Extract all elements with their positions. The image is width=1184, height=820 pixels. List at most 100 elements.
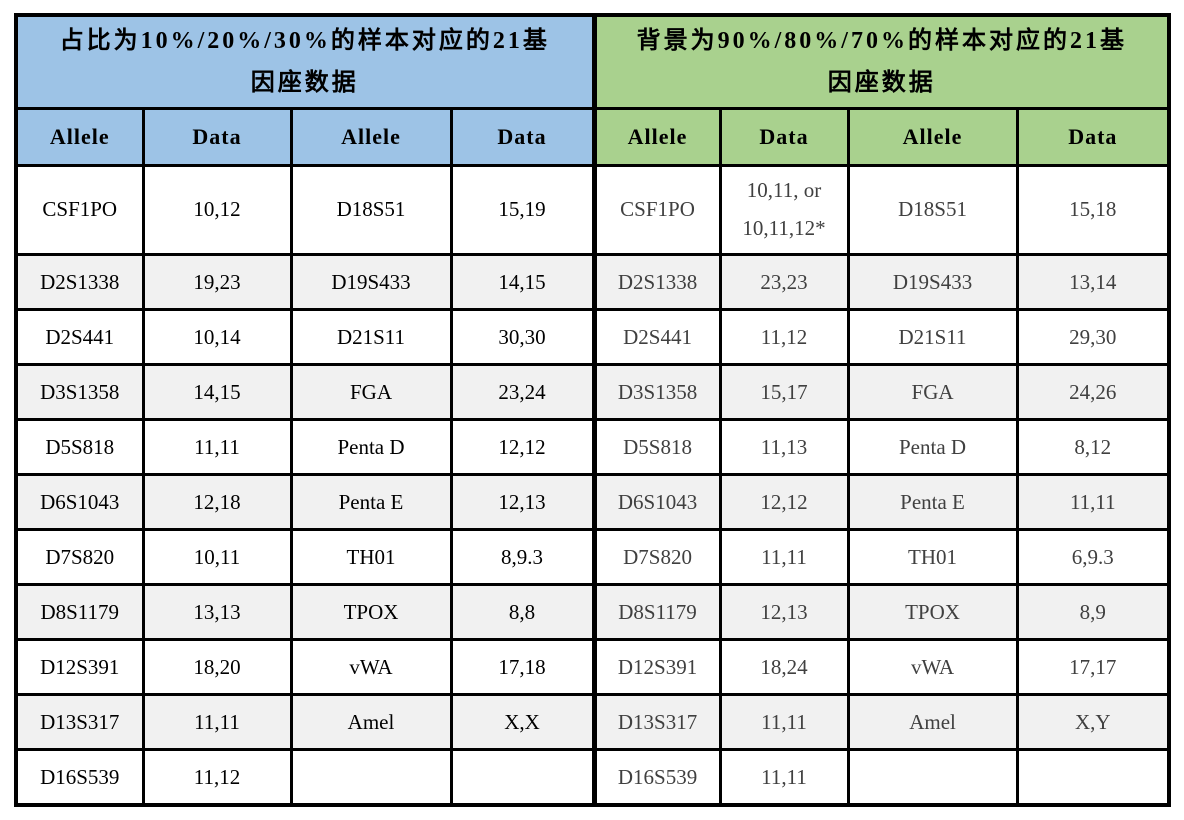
data-cell: 11,11 xyxy=(141,418,293,476)
data-cell: 12,12 xyxy=(449,418,596,476)
data-cell: 8,12 xyxy=(1015,418,1171,476)
allele-cell: D16S539 xyxy=(14,748,145,807)
allele-cell: TH01 xyxy=(846,528,1019,586)
data-cell: 8,9.3 xyxy=(449,528,596,586)
allele-cell: TPOX xyxy=(289,583,453,641)
data-cell: 12,13 xyxy=(449,473,596,531)
data-cell: 10,11, or 10,11,12* xyxy=(718,164,850,256)
data-cell: 17,18 xyxy=(449,638,596,696)
allele-cell: D21S11 xyxy=(846,308,1019,366)
data-cell: 14,15 xyxy=(449,253,596,311)
data-cell: 15,17 xyxy=(718,363,850,421)
data-cell: 18,24 xyxy=(718,638,850,696)
allele-cell: D19S433 xyxy=(846,253,1019,311)
allele-cell: D7S820 xyxy=(591,528,722,586)
data-cell: 23,23 xyxy=(718,253,850,311)
allele-cell: Penta E xyxy=(289,473,453,531)
table-row: D12S391 18,20 vWA 17,18 D12S391 18,24 vW… xyxy=(14,638,1171,696)
table-row: D6S1043 12,18 Penta E 12,13 D6S1043 12,1… xyxy=(14,473,1171,531)
allele-cell: vWA xyxy=(846,638,1019,696)
allele-cell: D6S1043 xyxy=(14,473,145,531)
right-section-title: 背景为90%/80%/70%的样本对应的21基 因座数据 xyxy=(591,13,1171,110)
data-cell: 29,30 xyxy=(1015,308,1171,366)
allele-cell: Amel xyxy=(846,693,1019,751)
allele-cell: vWA xyxy=(289,638,453,696)
allele-cell: D18S51 xyxy=(289,164,453,256)
data-cell: 14,15 xyxy=(141,363,293,421)
data-cell: 11,12 xyxy=(718,308,850,366)
allele-cell: D16S539 xyxy=(591,748,722,807)
data-cell: 11,12 xyxy=(141,748,293,807)
allele-cell: D18S51 xyxy=(846,164,1019,256)
data-cell: 8,9 xyxy=(1015,583,1171,641)
column-header-data: Data xyxy=(449,107,596,167)
column-header-data: Data xyxy=(141,107,293,167)
allele-cell: D3S1358 xyxy=(14,363,145,421)
data-cell: 11,11 xyxy=(718,748,850,807)
data-cell: 19,23 xyxy=(141,253,293,311)
data-cell: 11,11 xyxy=(141,693,293,751)
data-cell: 11,11 xyxy=(1015,473,1171,531)
data-cell: X,X xyxy=(449,693,596,751)
column-header-allele: Allele xyxy=(289,107,453,167)
table-row: D7S820 10,11 TH01 8,9.3 D7S820 11,11 TH0… xyxy=(14,528,1171,586)
data-cell: X,Y xyxy=(1015,693,1171,751)
column-header-allele: Allele xyxy=(591,107,722,167)
allele-cell: D8S1179 xyxy=(14,583,145,641)
table-row: D8S1179 13,13 TPOX 8,8 D8S1179 12,13 TPO… xyxy=(14,583,1171,641)
allele-cell: D12S391 xyxy=(591,638,722,696)
data-cell: 18,20 xyxy=(141,638,293,696)
data-cell: 12,13 xyxy=(718,583,850,641)
data-cell xyxy=(1015,748,1171,807)
data-cell: 8,8 xyxy=(449,583,596,641)
data-cell: 24,26 xyxy=(1015,363,1171,421)
allele-cell: D12S391 xyxy=(14,638,145,696)
data-cell: 13,14 xyxy=(1015,253,1171,311)
data-cell: 11,13 xyxy=(718,418,850,476)
data-cell: 30,30 xyxy=(449,308,596,366)
column-header-allele: Allele xyxy=(14,107,145,167)
allele-cell: D21S11 xyxy=(289,308,453,366)
allele-cell: D5S818 xyxy=(14,418,145,476)
data-cell: 15,18 xyxy=(1015,164,1171,256)
data-cell: 13,13 xyxy=(141,583,293,641)
data-cell: 6,9.3 xyxy=(1015,528,1171,586)
data-cell: 10,12 xyxy=(141,164,293,256)
table-row: CSF1PO 10,12 D18S51 15,19 CSF1PO 10,11, … xyxy=(14,164,1171,256)
allele-cell: D2S441 xyxy=(591,308,722,366)
table-row: D2S441 10,14 D21S11 30,30 D2S441 11,12 D… xyxy=(14,308,1171,366)
table-row: D3S1358 14,15 FGA 23,24 D3S1358 15,17 FG… xyxy=(14,363,1171,421)
allele-cell: Penta D xyxy=(289,418,453,476)
allele-cell: Penta D xyxy=(846,418,1019,476)
allele-cell: FGA xyxy=(846,363,1019,421)
allele-cell: D7S820 xyxy=(14,528,145,586)
allele-cell: D3S1358 xyxy=(591,363,722,421)
table-row: D2S1338 19,23 D19S433 14,15 D2S1338 23,2… xyxy=(14,253,1171,311)
allele-cell: Amel xyxy=(289,693,453,751)
allele-cell: D6S1043 xyxy=(591,473,722,531)
data-cell: 23,24 xyxy=(449,363,596,421)
allele-cell: TH01 xyxy=(289,528,453,586)
allele-cell: D13S317 xyxy=(14,693,145,751)
allele-cell: D2S441 xyxy=(14,308,145,366)
column-header-allele: Allele xyxy=(846,107,1019,167)
allele-cell: FGA xyxy=(289,363,453,421)
column-header-row: Allele Data Allele Data Allele Data Alle… xyxy=(14,107,1171,167)
data-cell: 10,11 xyxy=(141,528,293,586)
allele-cell xyxy=(289,748,453,807)
allele-cell: CSF1PO xyxy=(14,164,145,256)
column-header-data: Data xyxy=(1015,107,1171,167)
str-loci-table: 占比为10%/20%/30%的样本对应的21基 因座数据 背景为90%/80%/… xyxy=(14,13,1172,807)
column-header-data: Data xyxy=(718,107,850,167)
table-row: D16S539 11,12 D16S539 11,11 xyxy=(14,748,1171,807)
section-title-row: 占比为10%/20%/30%的样本对应的21基 因座数据 背景为90%/80%/… xyxy=(14,13,1171,110)
data-cell: 11,11 xyxy=(718,693,850,751)
allele-cell: CSF1PO xyxy=(591,164,722,256)
table-row: D5S818 11,11 Penta D 12,12 D5S818 11,13 … xyxy=(14,418,1171,476)
data-cell: 17,17 xyxy=(1015,638,1171,696)
allele-cell: D2S1338 xyxy=(591,253,722,311)
data-cell: 12,12 xyxy=(718,473,850,531)
allele-cell: D13S317 xyxy=(591,693,722,751)
data-cell: 10,14 xyxy=(141,308,293,366)
allele-cell: D5S818 xyxy=(591,418,722,476)
